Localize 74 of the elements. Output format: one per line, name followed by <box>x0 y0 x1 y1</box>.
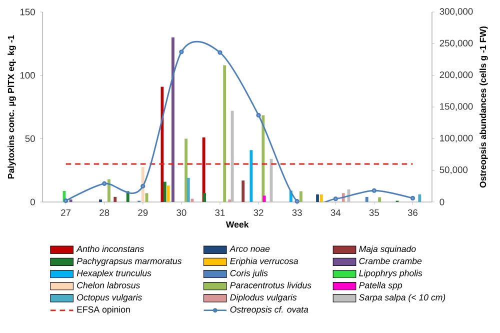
bar <box>250 150 253 202</box>
x-tick-label: 36 <box>408 210 418 216</box>
bar <box>320 194 323 202</box>
point <box>140 184 146 189</box>
legend-label: Maja squinado <box>359 246 416 254</box>
bar <box>262 196 266 202</box>
bar <box>418 194 422 202</box>
y-axis-title: Palytoxins conc. µg PlTX eq. kg -1 <box>8 35 16 179</box>
bar <box>190 198 194 202</box>
y2-tick-label: 100,000 <box>440 134 473 143</box>
y-tick-label: 0 <box>30 198 35 206</box>
y2-tick-label: 50,000 <box>440 166 468 174</box>
bar <box>378 197 382 202</box>
bar <box>114 197 117 202</box>
x-tick-label: 33 <box>292 210 302 216</box>
bar <box>108 179 110 202</box>
x-tick-label: 27 <box>61 210 71 216</box>
legend-label: Diplodus vulgaris <box>230 294 297 302</box>
y-tick-label: 150 <box>20 8 35 16</box>
legend-label: Sarpa salpa (< 10 cm) <box>359 294 446 302</box>
x-tick-label: 34 <box>330 210 341 216</box>
point <box>410 196 416 201</box>
point <box>294 199 300 204</box>
bar <box>99 200 102 202</box>
legend-label: Crambe crambe <box>359 258 422 264</box>
point <box>333 196 338 202</box>
bar <box>186 178 190 202</box>
legend-label: Arco noae <box>229 246 270 252</box>
y2-tick-label: 250,000 <box>440 40 473 48</box>
y2-axis-title: Ostreopsis abundances (cells g -1 FW) <box>480 26 488 188</box>
legend-label: Ostreopsis cf. ovata <box>230 306 308 315</box>
x-tick-label: 28 <box>100 210 110 216</box>
legend-label: Patella spp <box>359 282 402 290</box>
legend-label: Paracentrotus lividus <box>230 282 312 289</box>
x-tick-label: 30 <box>176 210 186 216</box>
point <box>218 50 222 56</box>
bar <box>228 200 232 202</box>
y-tick-label: 100 <box>20 72 35 79</box>
bar <box>230 110 234 202</box>
x-tick-label: 31 <box>215 210 225 216</box>
legend-label: EFSA opinion <box>77 306 130 315</box>
bar <box>166 186 170 202</box>
legend-label: Chelon labrosus <box>77 282 140 289</box>
x-tick-label: 32 <box>254 210 264 216</box>
point <box>256 113 261 118</box>
bar <box>365 197 368 202</box>
point <box>179 50 184 54</box>
x-tick-label: 29 <box>138 210 148 216</box>
bar <box>69 200 72 202</box>
legend-label: Lipophrys pholis <box>359 270 422 278</box>
bar <box>203 193 206 202</box>
point <box>102 181 107 186</box>
bar <box>299 191 302 202</box>
y2-tick-label: 150,000 <box>440 103 473 112</box>
y2-tick-label: 300,000 <box>440 8 473 16</box>
x-axis-title: Week <box>226 221 249 228</box>
legend-label: Coris julis <box>230 270 268 278</box>
point <box>372 188 377 194</box>
y-tick-label: 50 <box>25 136 35 142</box>
y2-tick-label: 200,000 <box>440 72 473 80</box>
legend-label: Pachygrapsus marmoratus <box>76 258 182 266</box>
legend-label: Octopus vulgaris <box>77 294 142 302</box>
legend-label: Hexaplex trunculus <box>76 270 152 278</box>
bar <box>223 65 226 202</box>
bar <box>184 138 188 202</box>
bar <box>163 182 166 202</box>
bar <box>171 38 174 202</box>
point <box>63 198 68 204</box>
bar <box>242 180 245 202</box>
x-tick-label: 35 <box>369 210 379 216</box>
y2-tick-label: 0 <box>440 198 444 206</box>
legend-label: Antho inconstans <box>76 246 144 252</box>
legend-label: Eriphia verrucosa <box>230 258 298 266</box>
bar <box>316 194 319 202</box>
